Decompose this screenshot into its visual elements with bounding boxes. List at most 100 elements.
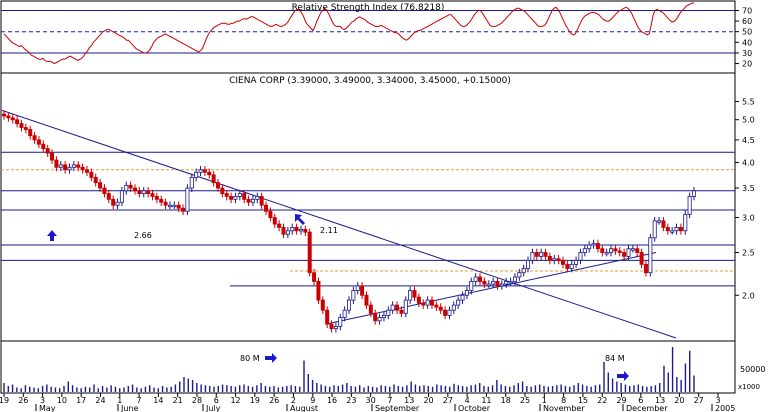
candle-body [124,184,129,192]
volume-panel: 80 M 84 M 50000 x1000 [0,340,765,394]
day-tick-label: 21 [173,396,183,405]
candle-body [28,129,33,137]
candle-body [194,171,199,178]
candle-body [355,285,360,291]
candle-body [692,190,697,197]
candle-body [224,193,229,197]
candle-body [133,187,138,192]
candle-body [630,248,635,251]
candle-body [504,280,509,285]
candle-body [665,226,670,232]
month-label: May [39,404,56,412]
candle-body [652,220,657,239]
candle-body [277,223,282,228]
day-tick-label: 27 [694,396,704,405]
day-tick-label: 4 [465,396,470,405]
day-tick-label: 25 [520,396,530,405]
candle-body [582,248,587,253]
rsi-tick-label: 60 [742,17,752,26]
candle-body [342,309,347,318]
candle-body [333,325,338,330]
candle-body [176,204,181,209]
candle-body [569,263,574,269]
month-label: October [458,404,491,412]
candle-body [438,306,443,311]
candle-body [215,182,220,189]
up-arrow-icon [47,230,57,241]
candle-body [102,187,107,194]
rsi-level-lines [1,9,735,54]
candle-body [395,304,400,311]
candle-body [58,164,63,168]
month-label: November [543,404,585,412]
candle-body [312,272,317,282]
x-axis-day-ticks: 19 26 3 10 17 24 1 7 14 21 28 6 12 19 26 2 9 16 23 30 7 13 20 2… [0,393,721,405]
candle-body [574,259,579,265]
rsi-title: Relative Strength Index (76.8218) [292,3,445,13]
candle-body [242,193,247,200]
month-label: 2005 [715,404,735,412]
candle-body [189,176,194,189]
candle-body [346,299,351,311]
candle-body [552,258,557,261]
candle-body [246,198,251,203]
candle-body [639,252,644,265]
candle-body [106,193,111,200]
diagonal-arrow-icon [295,214,305,225]
rsi-tick-label: 40 [742,38,752,47]
candle-body [482,280,487,285]
candle-body [220,187,225,194]
price-tick-label: 5.0 [742,116,755,125]
right-arrow-icon [617,371,629,381]
volume-tick-50000: 50000 [740,365,765,374]
candle-body [434,304,439,308]
day-tick-label: 29 [616,396,626,405]
day-tick-label: 1 [542,396,547,405]
day-tick-label: 9 [310,396,315,405]
candle-body [36,139,41,145]
day-tick-label: 20 [674,396,684,405]
day-tick-label: 13 [655,396,665,405]
candle-body [683,214,688,232]
month-label: July [205,404,221,412]
candle-body [578,252,583,261]
day-tick-label: 24 [95,396,105,405]
candle-body [687,196,692,215]
candle-body [635,248,640,253]
candle-body [285,230,290,235]
candle-body [657,220,662,223]
price-tick-label: 4.0 [742,158,755,167]
price-panel: CIENA CORP (3.39000, 3.49000, 3.34000, 3… [0,72,755,342]
candle-body [338,317,343,327]
candle-body [115,201,120,206]
day-tick-label: 3 [40,396,45,405]
candle-body [233,196,238,200]
price-annotations: 2.66 2.11 [47,214,338,241]
candle-body [211,174,216,184]
candle-body [250,198,255,203]
candle-body [381,315,386,318]
candle-body [386,309,391,316]
downtrend-line [1,109,677,339]
annotation-2-11: 2.11 [320,226,338,235]
day-tick-label: 28 [192,396,202,405]
day-tick-label: 19 [250,396,260,405]
candle-body [425,299,430,306]
day-tick-label: 19 [0,396,9,405]
right-arrow-icon [265,353,277,363]
candle-body [565,263,570,269]
candle-body [368,304,373,314]
candle-body [23,127,28,130]
day-tick-label: 20 [423,396,433,405]
candle-body [154,196,159,200]
volume-annotation-80m: 80 M [240,354,260,363]
candle-body [451,304,456,311]
volume-bars [3,347,695,392]
candle-body [10,117,15,121]
candle-body [41,143,46,150]
month-label: September [375,404,420,412]
candle-body [159,198,164,203]
candle-body [560,259,565,265]
candlesticks [2,110,697,333]
candle-body [473,276,478,282]
